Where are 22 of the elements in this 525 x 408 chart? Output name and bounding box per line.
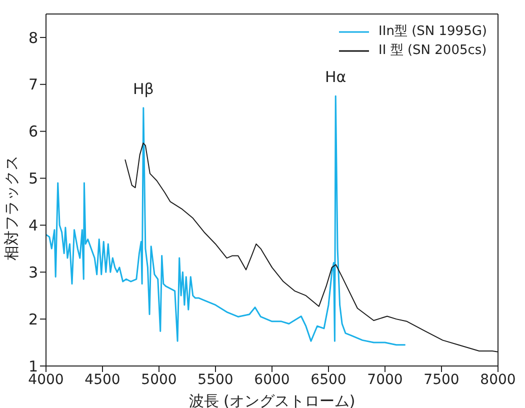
legend-label: II 型 (SN 2005cs) [378,42,487,60]
y-tick-label: 4 [28,216,38,235]
x-axis-title: 波長 (オングストローム) [188,392,356,408]
x-tick-label: 7500 [424,372,460,388]
y-tick-label: 5 [28,170,38,188]
x-tick-label: 4000 [28,372,64,388]
y-tick-label: 7 [28,76,38,94]
x-tick-label: 5500 [198,372,234,388]
x-tick-label: 5000 [141,372,177,388]
annotation: Hα [325,68,346,86]
y-tick-label: 6 [28,122,38,141]
annotation: Hβ [132,80,154,98]
x-tick-label: 7000 [367,372,403,388]
y-axis-title: 相対フラックス [2,156,22,260]
x-tick-label: 8000 [480,372,516,388]
legend-label: IIn型 (SN 1995G) [378,23,487,41]
x-tick-label: 6000 [254,372,290,388]
x-tick-label: 6500 [310,372,346,388]
y-tick-label: 3 [28,263,38,282]
x-tick-label: 4500 [84,372,120,388]
y-tick-label: 8 [28,28,38,47]
y-tick-label: 2 [28,310,38,328]
